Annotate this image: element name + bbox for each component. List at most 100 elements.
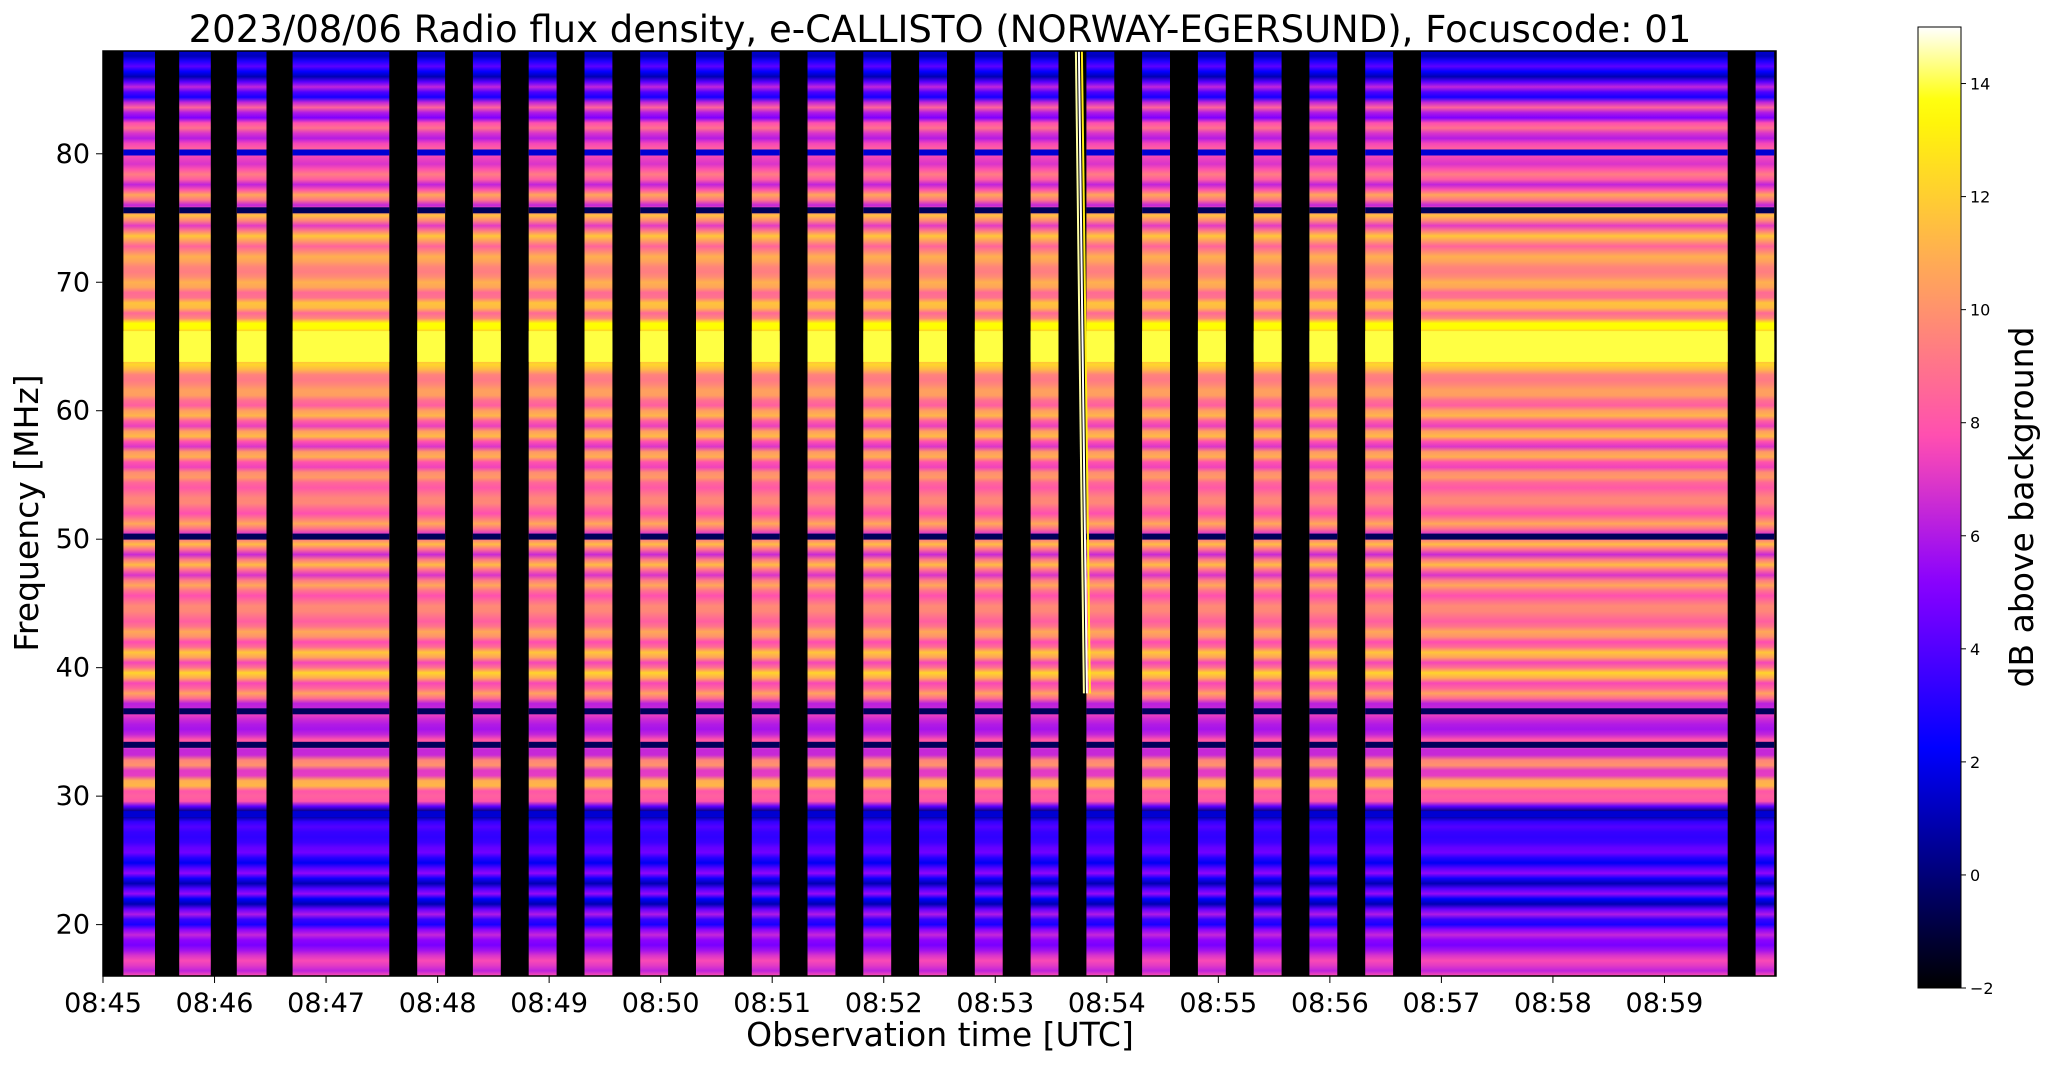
x-tick-label: 08:53	[956, 988, 1034, 1019]
dark-band-line	[1755, 533, 1775, 540]
data-block-20	[1253, 51, 1282, 976]
x-tick-label: 08:55	[1179, 988, 1257, 1019]
dark-band-line	[863, 149, 892, 156]
dark-band-line	[123, 741, 155, 748]
dark-band-line	[1755, 708, 1775, 715]
colorbar-label: dB above background	[2002, 327, 2041, 688]
dark-band-line	[584, 207, 613, 214]
bright-band	[1309, 331, 1338, 362]
dark-band-line	[236, 708, 267, 715]
y-tick-label: 50	[56, 524, 90, 555]
dark-band-line	[292, 207, 390, 214]
dark-band-line	[1309, 149, 1338, 156]
dark-band-line	[584, 741, 613, 748]
burst-stripe-2	[1077, 50, 1088, 694]
dark-band-line	[417, 149, 446, 156]
spectrogram-plot-area	[102, 50, 1777, 977]
bright-band	[528, 331, 557, 362]
dark-band-line	[1365, 708, 1394, 715]
dark-band-line	[236, 533, 267, 540]
dark-band-line	[974, 708, 1003, 715]
x-tick-label: 08:54	[1068, 988, 1146, 1019]
dark-band-line	[1197, 708, 1226, 715]
colorbar: −2 0 2 4 6 8 10 12 14 dB above background	[1917, 26, 2041, 998]
colorbar-ticks: −2 0 2 4 6 8 10 12 14	[1961, 75, 1994, 998]
dark-band-line	[417, 741, 446, 748]
dark-band-line	[1142, 149, 1170, 156]
dark-band-line	[863, 811, 892, 818]
burst-stripe-1	[1074, 50, 1085, 694]
data-block-9	[640, 51, 669, 976]
dark-band-line	[1365, 741, 1394, 748]
dark-band-line	[179, 149, 211, 156]
colorbar-tick-label: 0	[1970, 866, 1980, 885]
dark-band-line	[1253, 207, 1282, 214]
dark-band-line	[417, 207, 446, 214]
dark-band-line	[640, 149, 669, 156]
dark-band-line	[751, 149, 780, 156]
y-tick-label: 20	[56, 910, 90, 941]
data-block-19	[1197, 51, 1226, 976]
x-tick-label: 08:46	[176, 988, 254, 1019]
dark-band-line	[1030, 149, 1059, 156]
dark-band-line	[919, 207, 947, 214]
dark-band-line	[863, 533, 892, 540]
dark-band-line	[1309, 533, 1338, 540]
dark-band-line	[1365, 149, 1394, 156]
bright-band	[974, 331, 1003, 362]
bright-band	[236, 331, 267, 362]
data-block-21	[1309, 51, 1338, 976]
bright-band	[863, 331, 892, 362]
x-tick-label: 08:51	[733, 988, 811, 1019]
dark-band-line	[1253, 708, 1282, 715]
bright-band	[417, 331, 446, 362]
dark-band-line	[1365, 811, 1394, 818]
bright-band	[751, 331, 780, 362]
dark-band-line	[751, 207, 780, 214]
dark-band-line	[1030, 811, 1059, 818]
dark-band-line	[919, 533, 947, 540]
data-block-16	[1030, 51, 1059, 976]
dark-band-line	[1365, 533, 1394, 540]
dark-band-line	[1030, 533, 1059, 540]
y-tick-label: 80	[56, 139, 90, 170]
dark-band-line	[974, 149, 1003, 156]
x-tick-label: 08:47	[287, 988, 365, 1019]
dark-band-line	[1421, 149, 1728, 156]
dark-band-line	[1197, 149, 1226, 156]
x-axis-label: Observation time [UTC]	[746, 1015, 1134, 1054]
bright-band	[1365, 331, 1394, 362]
x-tick-label: 08:59	[1626, 988, 1704, 1019]
data-block-11	[751, 51, 780, 976]
dark-band-line	[807, 207, 836, 214]
bright-band	[584, 331, 613, 362]
dark-band-line	[528, 741, 557, 748]
dark-band-line	[179, 533, 211, 540]
dark-band-line	[974, 207, 1003, 214]
data-block-5	[417, 51, 446, 976]
dark-band-line	[1421, 533, 1728, 540]
dark-band-line	[1142, 811, 1170, 818]
colorbar-tick-label: 6	[1970, 527, 1980, 546]
dark-band-line	[751, 741, 780, 748]
dark-band-line	[179, 708, 211, 715]
dark-band-line	[1253, 149, 1282, 156]
dark-band-line	[1253, 741, 1282, 748]
dark-band-line	[807, 533, 836, 540]
colorbar-tick-label: 2	[1970, 753, 1980, 772]
dark-band-line	[1309, 741, 1338, 748]
data-block-24	[1755, 51, 1775, 976]
colorbar-gradient	[1917, 26, 1962, 989]
dark-band-line	[640, 741, 669, 748]
dark-band-line	[1197, 533, 1226, 540]
dark-band-line	[584, 708, 613, 715]
colorbar-tick-label: 8	[1970, 414, 1980, 433]
dark-band-line	[1253, 533, 1282, 540]
dark-band-line	[528, 708, 557, 715]
y-tick-label: 70	[56, 267, 90, 298]
dark-band-line	[640, 708, 669, 715]
dark-band-line	[1755, 207, 1775, 214]
data-block-18	[1142, 51, 1170, 976]
data-block-13	[863, 51, 892, 976]
dark-band-line	[584, 149, 613, 156]
